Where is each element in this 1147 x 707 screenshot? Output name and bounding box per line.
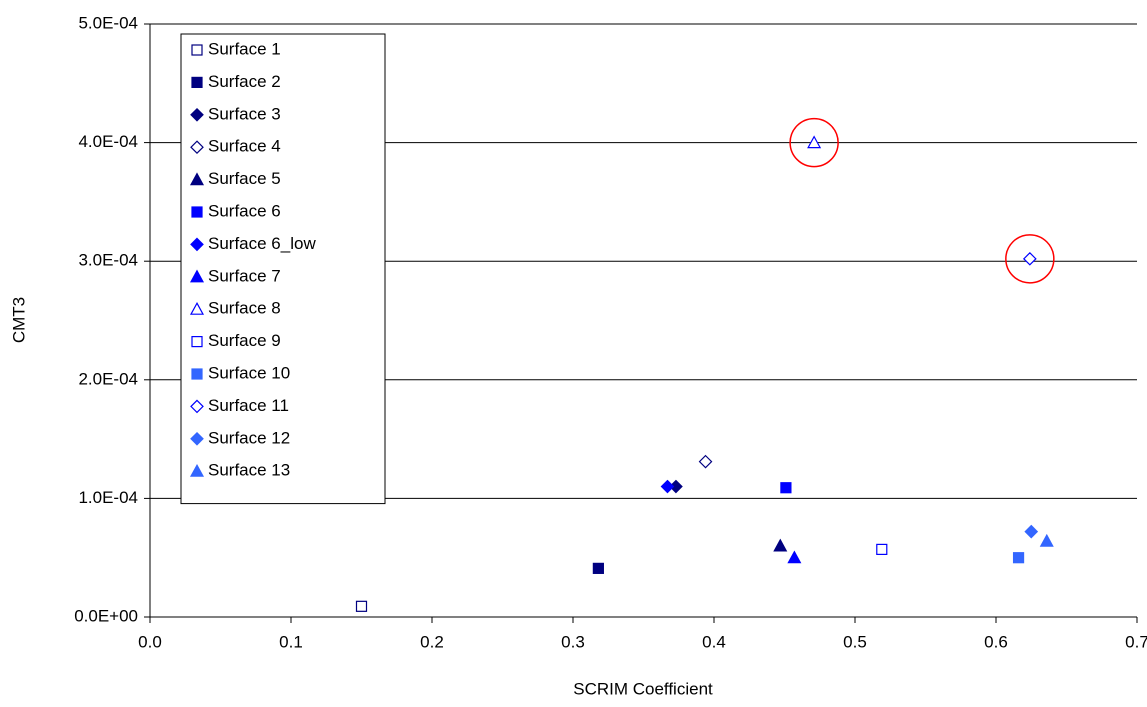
- legend-marker: [190, 237, 204, 252]
- x-tick-label: 0.7: [1125, 632, 1147, 651]
- marker: [780, 482, 792, 494]
- marker: [355, 600, 368, 612]
- x-tick-label: 0.0: [138, 632, 162, 651]
- x-tick-label: 0.3: [561, 632, 585, 651]
- y-tick-label: 1.0E-04: [78, 488, 138, 507]
- legend-label: Surface 12: [208, 428, 290, 447]
- legend-marker: [191, 368, 203, 380]
- marker: [698, 454, 713, 469]
- legend-marker: [191, 206, 203, 218]
- legend-label: Surface 7: [208, 266, 281, 285]
- legend-label: Surface 9: [208, 331, 281, 350]
- marker: [1024, 524, 1039, 539]
- y-tick-label: 5.0E-04: [78, 13, 138, 32]
- legend-label: Surface 1: [208, 39, 281, 58]
- legend-label: Surface 8: [208, 299, 281, 318]
- marker: [876, 543, 888, 555]
- x-tick-label: 0.4: [702, 632, 726, 651]
- marker: [1039, 533, 1054, 547]
- y-tick-label: 4.0E-04: [78, 132, 138, 151]
- legend-label: Surface 5: [208, 169, 281, 188]
- legend-label: Surface 2: [208, 72, 281, 91]
- legend-box: [180, 33, 386, 505]
- marker: [1022, 251, 1037, 266]
- legend-marker: [189, 463, 205, 477]
- legend-label: Surface 10: [208, 363, 290, 382]
- y-tick-label: 3.0E-04: [78, 251, 138, 270]
- legend: Surface 1 Surface 2 Surface 3 Surface 4 Surf…: [180, 33, 386, 505]
- highlight-circle: [1005, 234, 1055, 284]
- marker: [773, 538, 788, 552]
- marker: [592, 562, 604, 574]
- y-axis-title: CMT3: [9, 297, 28, 343]
- legend-marker: [191, 44, 203, 56]
- y-tick-label: 2.0E-04: [78, 369, 138, 388]
- x-axis-title: SCRIM Coefficient: [573, 679, 713, 698]
- y-tick-label: 0.0E+00: [74, 606, 138, 625]
- legend-marker: [189, 269, 205, 283]
- legend-marker: [190, 399, 204, 414]
- legend-marker: [190, 431, 204, 446]
- legend-label: Surface 3: [208, 104, 281, 123]
- legend-marker: [191, 336, 203, 348]
- marker: [807, 135, 822, 149]
- legend-marker: [190, 107, 204, 122]
- x-tick-label: 0.2: [420, 632, 444, 651]
- highlight-circle: [789, 117, 839, 168]
- legend-label: Surface 6: [208, 201, 281, 220]
- marker: [1012, 552, 1025, 564]
- legend-label: Surface 11: [208, 396, 289, 415]
- marker: [660, 479, 675, 494]
- legend-label: Surface 4: [208, 137, 281, 156]
- legend-marker: [190, 140, 204, 155]
- legend-label: Surface 13: [208, 461, 290, 480]
- x-tick-label: 0.6: [984, 632, 1008, 651]
- x-tick-label: 0.1: [279, 632, 303, 651]
- legend-marker: [189, 301, 205, 315]
- x-tick-label: 0.5: [843, 632, 867, 651]
- legend-label: Surface 6_low: [208, 234, 316, 253]
- legend-marker: [189, 172, 205, 186]
- marker: [787, 550, 802, 564]
- legend-marker: [191, 76, 203, 89]
